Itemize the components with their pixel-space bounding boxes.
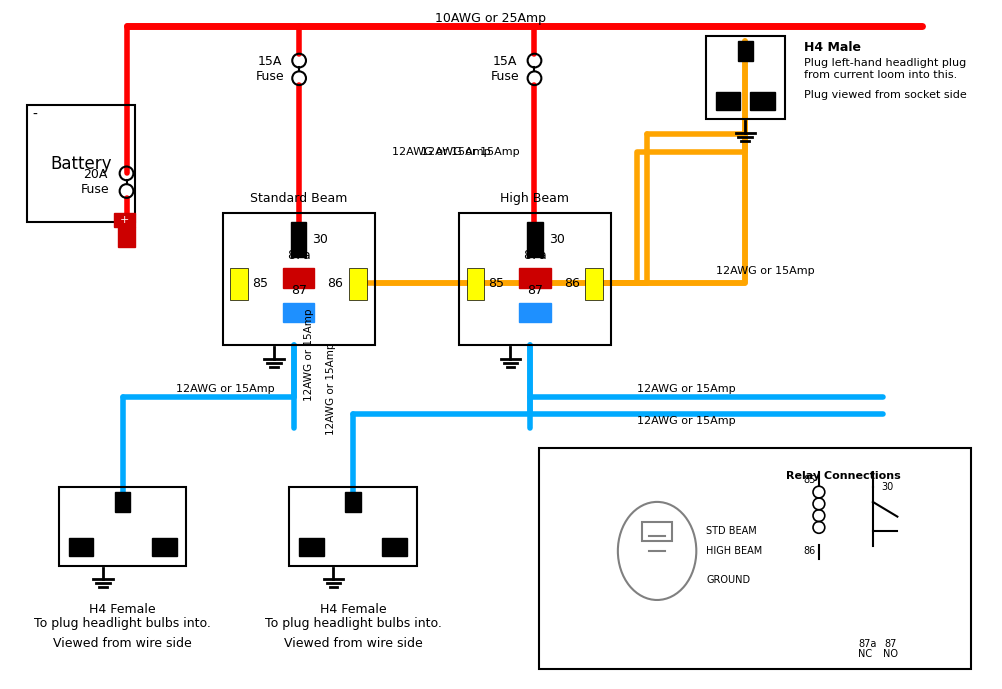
Text: To plug headlight bulbs into.: To plug headlight bulbs into. xyxy=(265,617,441,630)
Text: 12AWG or 15Amp: 12AWG or 15Amp xyxy=(327,343,336,435)
Bar xyxy=(345,492,361,512)
Bar xyxy=(27,105,135,223)
Text: 86: 86 xyxy=(327,278,343,290)
Text: Standard Beam: Standard Beam xyxy=(249,192,347,205)
Text: NO: NO xyxy=(882,649,897,659)
Bar xyxy=(382,538,407,556)
Text: HIGH BEAM: HIGH BEAM xyxy=(705,546,762,556)
Bar xyxy=(539,448,970,668)
Bar xyxy=(152,538,176,556)
Bar xyxy=(68,538,93,556)
Text: -: - xyxy=(33,107,38,121)
Text: 86: 86 xyxy=(803,546,815,556)
Text: 87: 87 xyxy=(884,639,896,649)
Text: STD BEAM: STD BEAM xyxy=(705,526,757,536)
Text: 30: 30 xyxy=(312,233,328,245)
Text: from current loom into this.: from current loom into this. xyxy=(804,70,957,81)
Bar xyxy=(230,268,247,300)
Text: 30: 30 xyxy=(548,233,564,245)
Text: 12AWG or 15Amp: 12AWG or 15Amp xyxy=(392,147,490,157)
Text: 15A
Fuse: 15A Fuse xyxy=(490,55,519,83)
Text: 12AWG or 15Amp: 12AWG or 15Amp xyxy=(636,416,735,426)
Bar xyxy=(283,302,314,322)
Bar xyxy=(114,492,130,512)
Text: 87a: 87a xyxy=(287,249,311,263)
Bar xyxy=(466,268,484,300)
Bar xyxy=(113,213,135,227)
Text: +: + xyxy=(120,216,129,225)
Bar xyxy=(289,487,417,566)
Bar xyxy=(283,268,314,288)
Text: H4 Female: H4 Female xyxy=(89,603,155,616)
Text: 86: 86 xyxy=(563,278,579,290)
Text: 85: 85 xyxy=(488,278,504,290)
Text: Plug viewed from socket side: Plug viewed from socket side xyxy=(804,90,966,100)
Bar xyxy=(715,92,739,110)
Text: 12AWG or 15Amp: 12AWG or 15Amp xyxy=(715,267,814,276)
Bar xyxy=(291,223,307,257)
Text: NC: NC xyxy=(857,649,871,659)
Bar xyxy=(641,522,671,541)
Text: 87: 87 xyxy=(291,284,307,297)
Text: H4 Male: H4 Male xyxy=(804,41,861,54)
Text: 85: 85 xyxy=(803,475,815,485)
Text: Viewed from wire side: Viewed from wire side xyxy=(53,637,191,650)
Text: 10AWG or 25Amp: 10AWG or 25Amp xyxy=(435,12,545,25)
Text: H4 Female: H4 Female xyxy=(320,603,386,616)
Text: 87: 87 xyxy=(526,284,542,297)
Bar xyxy=(527,223,542,257)
Bar xyxy=(59,487,186,566)
Bar xyxy=(585,268,602,300)
Bar xyxy=(349,268,367,300)
Text: 30: 30 xyxy=(881,482,893,492)
Bar xyxy=(736,41,753,61)
Text: GROUND: GROUND xyxy=(705,575,749,586)
Text: Viewed from wire side: Viewed from wire side xyxy=(284,637,422,650)
Bar xyxy=(749,92,774,110)
Bar xyxy=(222,213,375,345)
Bar xyxy=(117,227,135,247)
Text: Relay Connections: Relay Connections xyxy=(786,471,900,480)
Text: Plug left-hand headlight plug: Plug left-hand headlight plug xyxy=(804,58,966,68)
Bar xyxy=(519,302,550,322)
Text: 87a: 87a xyxy=(858,639,877,649)
Text: To plug headlight bulbs into.: To plug headlight bulbs into. xyxy=(34,617,210,630)
Text: High Beam: High Beam xyxy=(500,192,569,205)
Text: 12AWG or 15Amp: 12AWG or 15Amp xyxy=(421,147,520,157)
Bar xyxy=(459,213,610,345)
Text: 85: 85 xyxy=(252,278,268,290)
Text: 12AWG or 15Amp: 12AWG or 15Amp xyxy=(176,384,275,394)
Text: 87a: 87a xyxy=(523,249,546,263)
Text: 20A
Fuse: 20A Fuse xyxy=(81,168,109,196)
Text: 12AWG or 15Amp: 12AWG or 15Amp xyxy=(636,384,735,394)
Bar xyxy=(299,538,324,556)
Text: Battery: Battery xyxy=(50,154,112,172)
Text: 12AWG or 15Amp: 12AWG or 15Amp xyxy=(304,309,314,401)
Text: 15A
Fuse: 15A Fuse xyxy=(256,55,284,83)
Bar xyxy=(705,36,784,119)
Bar xyxy=(519,268,550,288)
